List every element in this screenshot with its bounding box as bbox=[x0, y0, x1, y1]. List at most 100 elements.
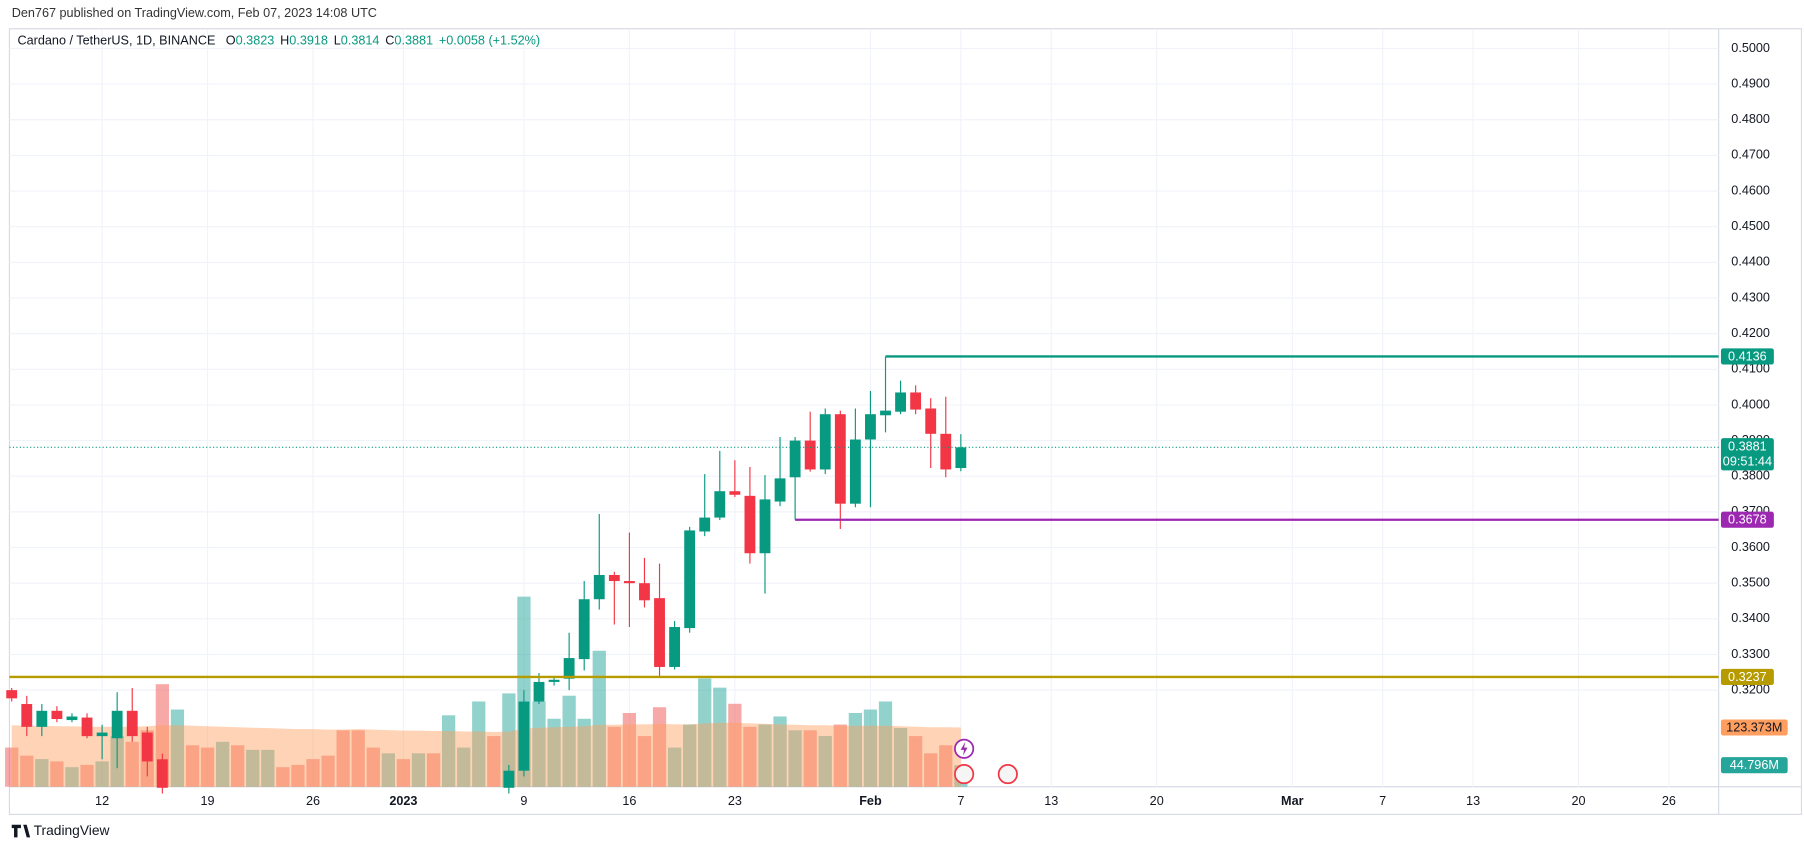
volume-bar bbox=[833, 724, 847, 787]
lightning-icon bbox=[960, 741, 968, 756]
volume-bar bbox=[396, 759, 411, 787]
candle-body bbox=[81, 717, 93, 737]
x-tick-label: 19 bbox=[201, 794, 215, 808]
candle-body bbox=[608, 574, 620, 582]
x-tick-label: Mar bbox=[1281, 794, 1304, 808]
candle-body bbox=[6, 690, 18, 699]
plot bbox=[5, 355, 1719, 794]
candle-body bbox=[910, 392, 922, 410]
volume-bar bbox=[562, 695, 576, 787]
x-tick-label: 9 bbox=[520, 794, 527, 808]
x-tick-label: 7 bbox=[1379, 794, 1386, 808]
x-tick-label: 16 bbox=[622, 794, 636, 808]
ohlc-prefix: L bbox=[334, 34, 341, 48]
volume-bar bbox=[261, 749, 275, 787]
volume-bar bbox=[426, 753, 441, 787]
level-label: 0.3237 bbox=[1728, 670, 1767, 684]
candle-body bbox=[141, 732, 153, 762]
volume-bar bbox=[351, 730, 365, 787]
flag-icon[interactable] bbox=[997, 764, 1018, 785]
volume-label: 44.796M bbox=[1730, 758, 1779, 772]
volume-bar bbox=[803, 730, 817, 787]
candle-body bbox=[503, 770, 515, 788]
volume-ma-area bbox=[11, 722, 961, 787]
volume-ma-label: 123.373M bbox=[1726, 720, 1782, 734]
volume-bar bbox=[457, 747, 471, 787]
level-label: 0.3678 bbox=[1728, 513, 1767, 527]
flag-icon[interactable] bbox=[954, 764, 975, 785]
ohlc-prefix: H bbox=[280, 34, 289, 48]
y-tick-label: 0.3600 bbox=[1731, 540, 1770, 554]
volume-bar bbox=[592, 650, 606, 787]
candle-body bbox=[669, 627, 681, 667]
volume-bar bbox=[532, 701, 546, 787]
y-tick-label: 0.4500 bbox=[1731, 219, 1770, 233]
symbol: Cardano / TetherUS, 1D, BINANCE bbox=[17, 34, 215, 48]
volume-bar bbox=[893, 727, 908, 787]
candle-body bbox=[533, 681, 545, 702]
y-tick-label: 0.4700 bbox=[1731, 148, 1770, 162]
volume-badge bbox=[1720, 757, 1788, 774]
volume-bar bbox=[35, 759, 49, 787]
candle-body bbox=[578, 599, 590, 660]
candle-body bbox=[111, 710, 123, 739]
candle-body bbox=[66, 716, 78, 721]
volume-bar bbox=[683, 724, 697, 787]
volume-ma-badge bbox=[1720, 719, 1788, 736]
ohlc-value: 0.3823 bbox=[236, 34, 275, 48]
volume-bar bbox=[924, 753, 938, 787]
candle-body bbox=[804, 440, 816, 470]
volume-bar bbox=[487, 736, 501, 787]
x-tick-label: 12 bbox=[95, 794, 109, 808]
volume-bar bbox=[411, 753, 426, 787]
candle-body bbox=[895, 392, 907, 412]
ohlc-value: 0.3881 bbox=[394, 34, 433, 48]
volume-bar bbox=[5, 747, 19, 787]
x-tick-label: 2023 bbox=[389, 794, 417, 808]
candle-body bbox=[880, 410, 891, 416]
volume-bar bbox=[863, 709, 878, 787]
y-tick-label: 0.3800 bbox=[1731, 469, 1770, 483]
published-note: Den767 published on TradingView.com, Feb… bbox=[12, 6, 377, 20]
level-badge bbox=[1720, 668, 1774, 685]
x-tick-label: 26 bbox=[306, 794, 320, 808]
volume-bar bbox=[878, 701, 893, 787]
candle-body bbox=[623, 581, 635, 584]
candle-body bbox=[789, 440, 801, 478]
x-tick-label: 13 bbox=[1044, 794, 1058, 808]
y-tick-label: 0.4800 bbox=[1731, 112, 1770, 126]
candle-body bbox=[729, 491, 741, 495]
last-price-badge bbox=[1720, 438, 1774, 471]
x-tick-label: 20 bbox=[1572, 794, 1586, 808]
candle-body bbox=[714, 491, 726, 518]
volume-bar bbox=[366, 747, 380, 787]
y-tick-label: 0.3200 bbox=[1731, 682, 1770, 696]
candle-body bbox=[925, 408, 937, 434]
y-tick-label: 0.4600 bbox=[1731, 183, 1770, 197]
volume-bar bbox=[381, 753, 395, 787]
level-label: 0.4136 bbox=[1728, 349, 1767, 363]
candle-body bbox=[593, 574, 605, 600]
legend: Cardano / TetherUS, 1D, BINANCE O0.3823 … bbox=[17, 34, 540, 48]
candle-body bbox=[548, 679, 560, 682]
candle-body bbox=[955, 447, 967, 469]
volume-bar bbox=[698, 678, 712, 787]
volume-bar bbox=[80, 764, 94, 787]
x-tick-label: Feb bbox=[859, 794, 882, 808]
volume-bar bbox=[939, 745, 953, 787]
candle-body bbox=[654, 598, 665, 667]
candle-body bbox=[563, 658, 575, 679]
volume-bar bbox=[502, 693, 516, 787]
candle-body bbox=[699, 517, 711, 532]
volume-bar bbox=[788, 730, 802, 787]
candle-body bbox=[744, 495, 756, 554]
y-tick-label: 0.4300 bbox=[1731, 290, 1770, 304]
volume-bar bbox=[607, 726, 621, 787]
volume-bar bbox=[577, 718, 591, 787]
volume-bar bbox=[818, 736, 832, 787]
grid bbox=[9, 29, 1719, 787]
x-tick-label: 20 bbox=[1150, 794, 1164, 808]
volume-bar bbox=[95, 761, 109, 787]
y-tick-label: 0.5000 bbox=[1731, 41, 1770, 55]
